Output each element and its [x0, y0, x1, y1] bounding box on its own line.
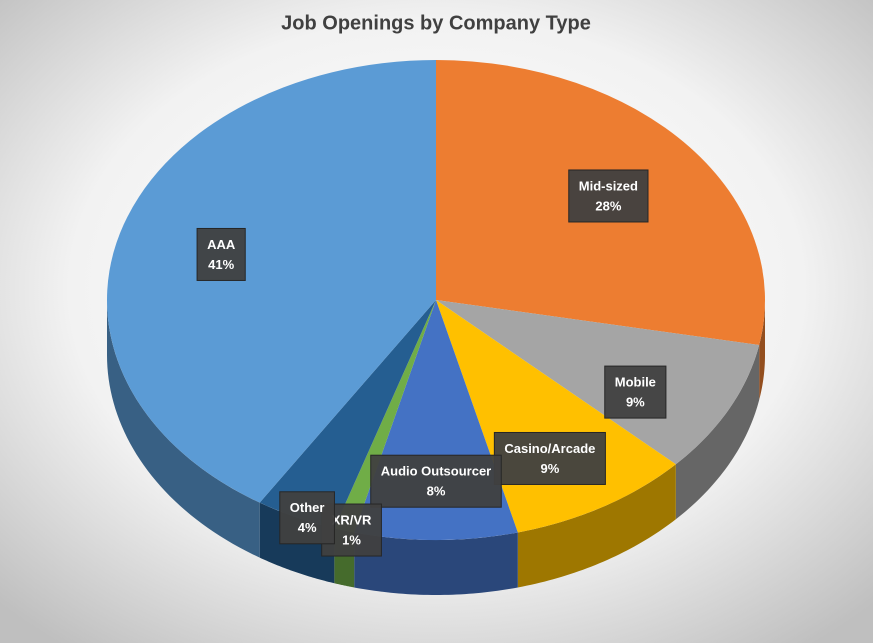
pie-slice: [334, 300, 436, 533]
data-label-name: Other: [290, 500, 325, 515]
data-label: AAA 41%: [196, 227, 246, 281]
data-label-box: [279, 491, 335, 545]
data-label-box: [196, 227, 246, 281]
data-label-box: [568, 169, 649, 223]
data-label: Other 4%: [279, 491, 335, 545]
data-label: Mobile 9%: [604, 365, 667, 419]
data-label-value: 9%: [540, 461, 559, 476]
data-label: Audio Outsourcer 8%: [370, 454, 502, 508]
data-label-value: 8%: [427, 484, 446, 499]
data-label-name: Casino/Arcade: [504, 441, 595, 456]
data-label-value: 41%: [208, 257, 234, 272]
data-label-name: XR/VR: [332, 512, 372, 527]
slice-side: [107, 300, 260, 558]
data-label-name: AAA: [207, 237, 236, 252]
data-label-box: [604, 365, 667, 419]
pie-slice: [436, 300, 676, 533]
slice-side: [675, 344, 760, 520]
data-label-name: Mid-sized: [579, 178, 638, 193]
chart-title: Job Openings by Company Type: [281, 12, 591, 34]
pie-slice: [107, 60, 437, 503]
data-label-value: 1%: [342, 532, 361, 547]
data-label-box: [370, 454, 502, 508]
data-label: Mid-sized 28%: [568, 169, 649, 223]
plot-area: Mid-sized 28% Mobile 9% Casino/Arcade 9% Audio…: [107, 60, 765, 595]
slice-side: [354, 532, 518, 595]
data-label-name: Mobile: [615, 375, 656, 390]
slice-side: [517, 464, 676, 588]
data-label-name: Audio Outsourcer: [381, 464, 492, 479]
pie-slice: [436, 300, 760, 465]
data-label-value: 4%: [298, 520, 317, 535]
slice-side: [759, 300, 765, 400]
pie-slice: [259, 300, 436, 529]
data-label: Casino/Arcade 9%: [493, 431, 606, 485]
data-label-value: 9%: [626, 395, 645, 410]
data-label-box: [493, 431, 606, 485]
data-label-value: 28%: [595, 198, 621, 213]
